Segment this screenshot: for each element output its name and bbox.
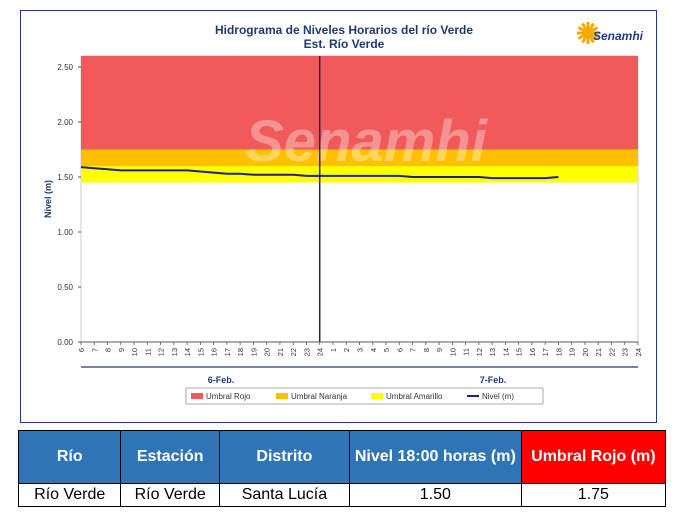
x-tick-label: 23 (621, 348, 630, 356)
x-tick-label: 6 (77, 348, 86, 352)
x-tick-label: 14 (183, 348, 192, 356)
header-distrito: Distrito (218, 430, 350, 484)
x-tick-label: 6 (395, 348, 404, 352)
logo-sun-ray (581, 22, 587, 29)
x-tick-label: 1 (329, 348, 338, 352)
logo-sun-ray (592, 34, 599, 40)
x-tick-label: 10 (130, 348, 139, 356)
band-umbral-rojo (81, 56, 638, 150)
x-tick-label: 9 (435, 348, 444, 352)
watermark-text: Senamhi (245, 109, 489, 174)
logo-text: Senamhi (593, 29, 644, 43)
header-nivel: Nivel 18:00 horas (m) (348, 430, 522, 484)
x-tick-label: 7 (409, 348, 418, 352)
x-tick-label: 21 (276, 348, 285, 356)
x-tick-label: 3 (356, 348, 365, 352)
x-tick-label: 2 (342, 348, 351, 352)
x-tick-label: 24 (634, 348, 643, 356)
logo-sun-ray (577, 26, 584, 32)
x-tick-label: 22 (607, 348, 616, 356)
header-umbral-rojo: Umbral Rojo (m) (520, 430, 667, 484)
logo-sun-ray (589, 37, 595, 44)
cell-distrito: Santa Lucía (218, 483, 350, 507)
x-tick-label: 21 (594, 348, 603, 356)
cell-nivel: 1.50 (348, 483, 522, 507)
x-tick-label: 11 (462, 348, 471, 356)
x-tick-label: 10 (448, 348, 457, 356)
x-tick-label: 7 (90, 348, 99, 352)
x-tick-label: 16 (528, 348, 537, 356)
series-line-nivel (80, 166, 559, 180)
x-tick-label: 11 (143, 348, 152, 356)
legend-label: Nivel (m) (482, 392, 514, 401)
x-tick-label: 8 (422, 348, 431, 352)
chart-frame: Hidrograma de Niveles Horarios del río V… (20, 10, 657, 423)
x-tick-label: 5 (382, 348, 391, 352)
x-tick-label: 15 (515, 348, 524, 356)
x-tick-label: 19 (249, 348, 258, 356)
x-tick-label: 18 (554, 348, 563, 356)
logo-sun-ray (581, 37, 587, 44)
x-tick-label: 17 (223, 348, 232, 356)
x-tick-label: 13 (170, 348, 179, 356)
x-tick-label: 24 (316, 348, 325, 356)
day-label: 7-Feb. (480, 375, 507, 385)
x-tick-label: 12 (475, 348, 484, 356)
y-tick-label: 1.00 (57, 228, 73, 237)
header-estacion: Estación (120, 430, 220, 484)
summary-table: Río Estación Distrito Nivel 18:00 horas … (17, 430, 667, 507)
header-rio: Río (17, 430, 122, 484)
legend-swatch (191, 393, 203, 399)
y-tick-label: 0.00 (57, 338, 73, 347)
cell-rio: Río Verde (17, 483, 122, 507)
x-tick-label: 4 (369, 348, 378, 352)
cell-umbral-rojo: 1.75 (520, 483, 667, 507)
logo-sun-core (582, 27, 594, 39)
logo-sun-ray (577, 34, 584, 40)
cell-estacion: Río Verde (120, 483, 220, 507)
legend-box (185, 387, 544, 405)
x-tick-label: 14 (501, 348, 510, 356)
y-tick-label: 0.50 (57, 283, 73, 292)
x-tick-label: 16 (210, 348, 219, 356)
day-label: 6-Feb. (208, 375, 235, 385)
y-tick-label: 2.50 (57, 63, 73, 72)
x-tick-label: 22 (289, 348, 298, 356)
x-tick-label: 13 (488, 348, 497, 356)
legend-swatch (276, 393, 288, 399)
y-axis-label: Nivel (m) (43, 180, 53, 218)
chart-title: Hidrograma de Niveles Horarios del río V… (215, 23, 473, 37)
y-tick-label: 1.50 (57, 173, 73, 182)
legend-label: Umbral Amarillo (386, 392, 443, 401)
logo-sun-ray (589, 22, 595, 29)
table-header-row: Río Estación Distrito Nivel 18:00 horas … (17, 430, 667, 484)
chart-subtitle: Est. Río Verde (304, 37, 385, 51)
x-tick-label: 17 (541, 348, 550, 356)
legend-label: Umbral Rojo (206, 392, 251, 401)
band-umbral-naranja (81, 149, 638, 166)
x-tick-label: 8 (104, 348, 113, 352)
senamhi-logo (577, 22, 599, 44)
x-tick-label: 20 (263, 348, 272, 356)
y-tick-label: 2.00 (57, 118, 73, 127)
x-tick-label: 19 (568, 348, 577, 356)
x-tick-label: 18 (236, 348, 245, 356)
x-tick-label: 15 (196, 348, 205, 356)
x-tick-label: 9 (117, 348, 126, 352)
hydrograph-chart: Hidrograma de Niveles Horarios del río V… (43, 22, 644, 405)
legend-label: Umbral Naranja (291, 392, 348, 401)
logo-sun-ray (592, 26, 599, 32)
x-tick-label: 20 (581, 348, 590, 356)
table-row: Río Verde Río Verde Santa Lucía 1.50 1.7… (17, 483, 667, 507)
legend-swatch (371, 393, 383, 399)
x-tick-label: 12 (157, 348, 166, 356)
x-tick-label: 23 (302, 348, 311, 356)
